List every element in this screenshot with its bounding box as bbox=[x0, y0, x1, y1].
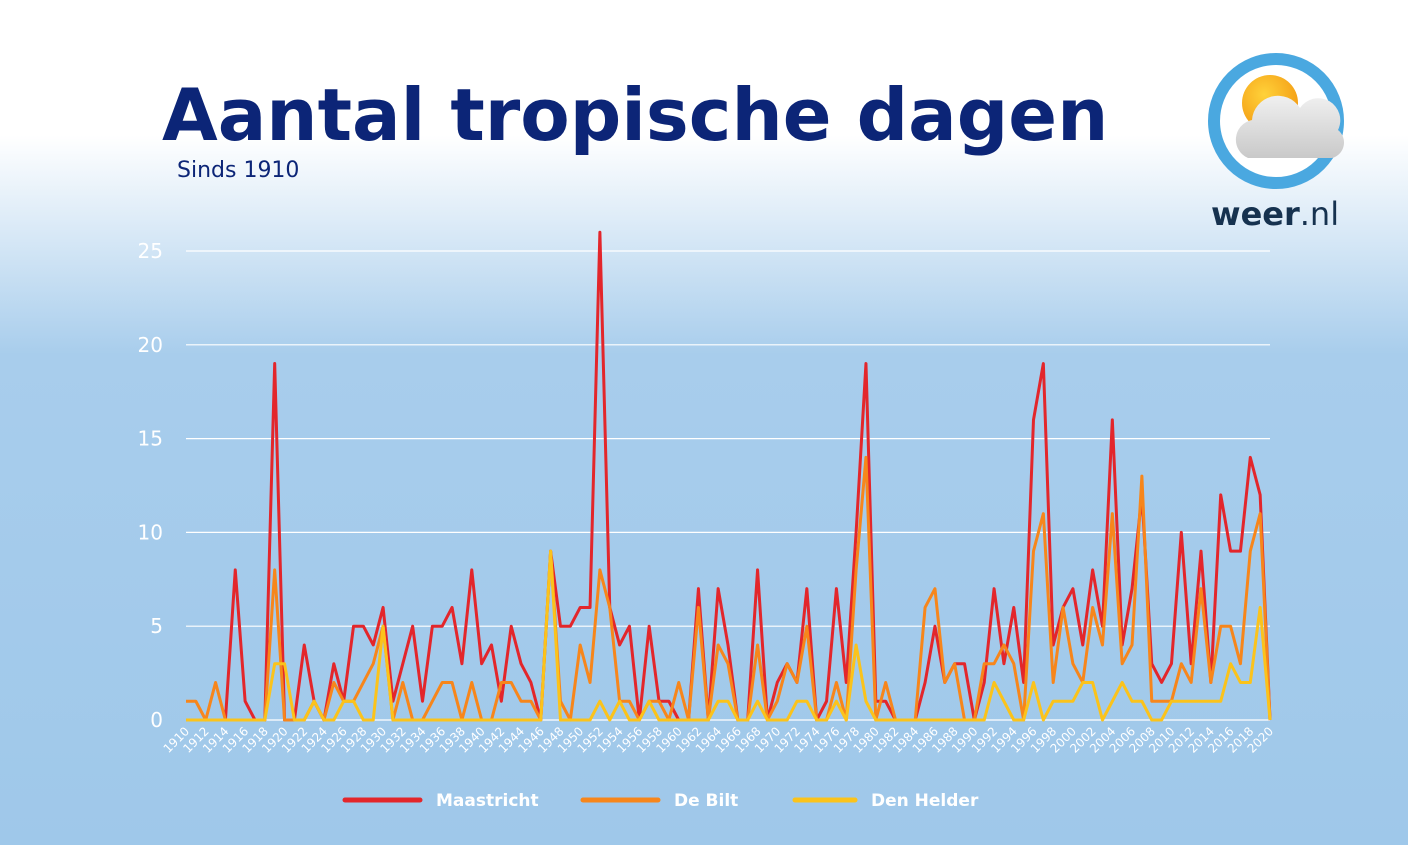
logo-brand: weer bbox=[1211, 195, 1300, 233]
series-line bbox=[186, 230, 1272, 722]
y-tick-label: 20 bbox=[138, 333, 163, 357]
series-line bbox=[186, 549, 1272, 722]
y-tick-label: 5 bbox=[150, 614, 163, 638]
y-tick-label: 0 bbox=[150, 708, 163, 732]
chart-title: Aantal tropische dagen bbox=[162, 73, 1108, 157]
y-tick-label: 25 bbox=[138, 239, 163, 263]
series-line bbox=[186, 455, 1272, 722]
chart-subtitle: Sinds 1910 bbox=[177, 158, 299, 183]
y-tick-label: 10 bbox=[138, 520, 163, 544]
legend-label: Den Helder bbox=[871, 791, 979, 811]
y-tick-label: 15 bbox=[138, 427, 163, 451]
legend-label: De Bilt bbox=[674, 791, 738, 811]
logo-suffix: .nl bbox=[1300, 195, 1339, 233]
logo-text: weer.nl bbox=[1211, 195, 1339, 233]
legend-label: Maastricht bbox=[436, 791, 539, 811]
logo-cloud bbox=[1235, 95, 1345, 158]
logo: weer.nl bbox=[1208, 53, 1345, 233]
